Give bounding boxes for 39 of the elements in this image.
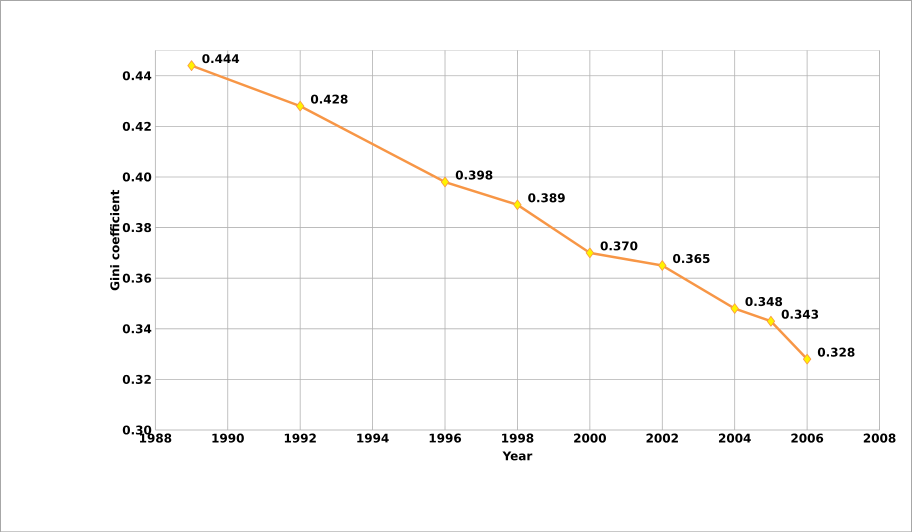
data-label: 0.343 <box>782 309 818 319</box>
point <box>440 176 450 188</box>
x-tick-label: 1992 <box>284 433 316 442</box>
point <box>730 302 739 314</box>
x-tick-label: 1998 <box>502 433 534 442</box>
x-tick-label: 1996 <box>430 433 462 442</box>
point <box>513 199 522 210</box>
data-label: 0.398 <box>456 170 492 180</box>
y-tick-label: 0.40 <box>122 172 152 182</box>
y-tick-label: 0.44 <box>122 71 152 80</box>
data-label: 0.365 <box>673 254 710 263</box>
y-tick-label: 0.42 <box>122 122 151 131</box>
x-tick-label: 1994 <box>357 433 389 442</box>
point <box>187 60 196 71</box>
x-tick-label: 1990 <box>212 433 244 442</box>
data-label: 0.389 <box>528 193 565 202</box>
data-label: 0.328 <box>818 347 854 357</box>
x-tick-label: 2008 <box>864 433 896 442</box>
data-label: 0.370 <box>600 241 638 250</box>
x-tick-label: 2006 <box>791 433 824 442</box>
x-axis-title: Year <box>502 451 532 460</box>
point <box>802 354 812 364</box>
data-label: 0.428 <box>310 94 348 104</box>
point <box>766 316 776 326</box>
y-axis-title: Gini coefficient <box>110 190 120 290</box>
y-tick-label: 0.32 <box>122 374 151 384</box>
y-tick-label: 0.36 <box>122 273 152 283</box>
point <box>658 260 666 271</box>
x-tick-label: 2000 <box>574 433 606 442</box>
x-tick-label: 1988 <box>140 433 172 442</box>
x-tick-label: 2004 <box>718 433 751 442</box>
point <box>586 247 594 258</box>
y-tick-label: 0.34 <box>122 324 152 334</box>
data-label: 0.348 <box>745 296 782 306</box>
point <box>296 100 304 112</box>
y-tick-label: 0.38 <box>122 222 152 232</box>
x-tick-label: 2002 <box>646 433 678 442</box>
y-tick-label: 0.30 <box>122 425 152 434</box>
data-label: 0.444 <box>202 54 240 63</box>
